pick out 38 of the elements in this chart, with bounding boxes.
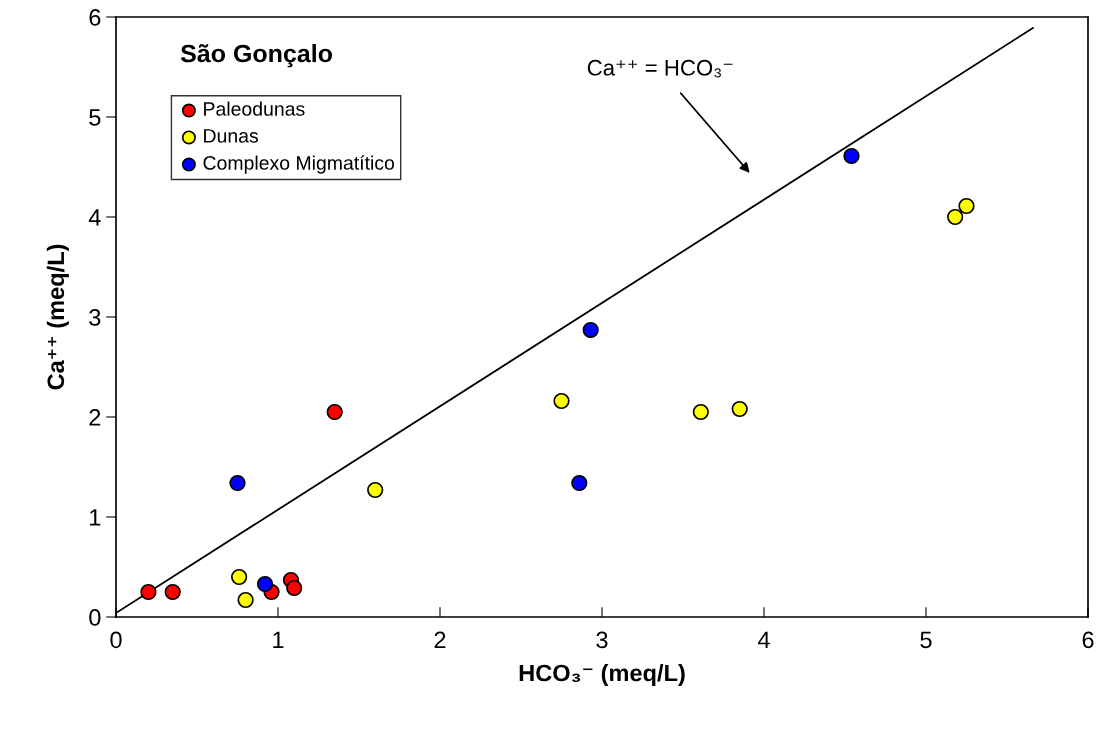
x-tick-label: 5 [920,631,932,649]
x-tick-label: 2 [434,631,446,648]
point [286,579,303,597]
legend-label: Dunas [204,129,259,143]
y-tick-label: 5 [89,109,101,126]
x-axis-title: HCO₃⁻ (meq/L) [519,664,685,687]
point [140,583,157,601]
point [582,321,599,339]
point [326,403,343,421]
legend-label: Paleodunas [204,101,305,116]
y-tick-label: 6 [89,9,101,26]
y-axis-title: Ca⁺⁺ (meq/L) [46,244,69,390]
point [367,481,384,499]
legend-label: Complexo Migmatítico [203,155,395,174]
x-tick-label: 0 [110,631,122,649]
point [958,197,975,215]
point [229,474,246,492]
y-tick-label: 3 [89,309,101,326]
point [231,568,248,586]
point [256,575,274,593]
point [843,147,860,165]
x-tick-label: 6 [1082,631,1094,649]
x-tick-label: 3 [596,631,608,649]
point [237,591,254,609]
annotation: Ca⁺⁺ = HCO₃⁻ [587,59,733,78]
point [164,583,181,601]
y-tick-label: 4 [88,209,101,226]
point [553,392,570,410]
point [571,474,588,492]
text: São Gonçalo [180,44,332,68]
y-tick-label: 2 [89,409,101,426]
y-tick-label: 0 [89,609,101,626]
y-tick-label: 1 [90,509,101,526]
point [731,400,748,418]
x-tick-label: 1 [273,631,284,648]
point [947,208,964,226]
point [692,403,709,421]
x-tick-label: 4 [757,631,770,648]
